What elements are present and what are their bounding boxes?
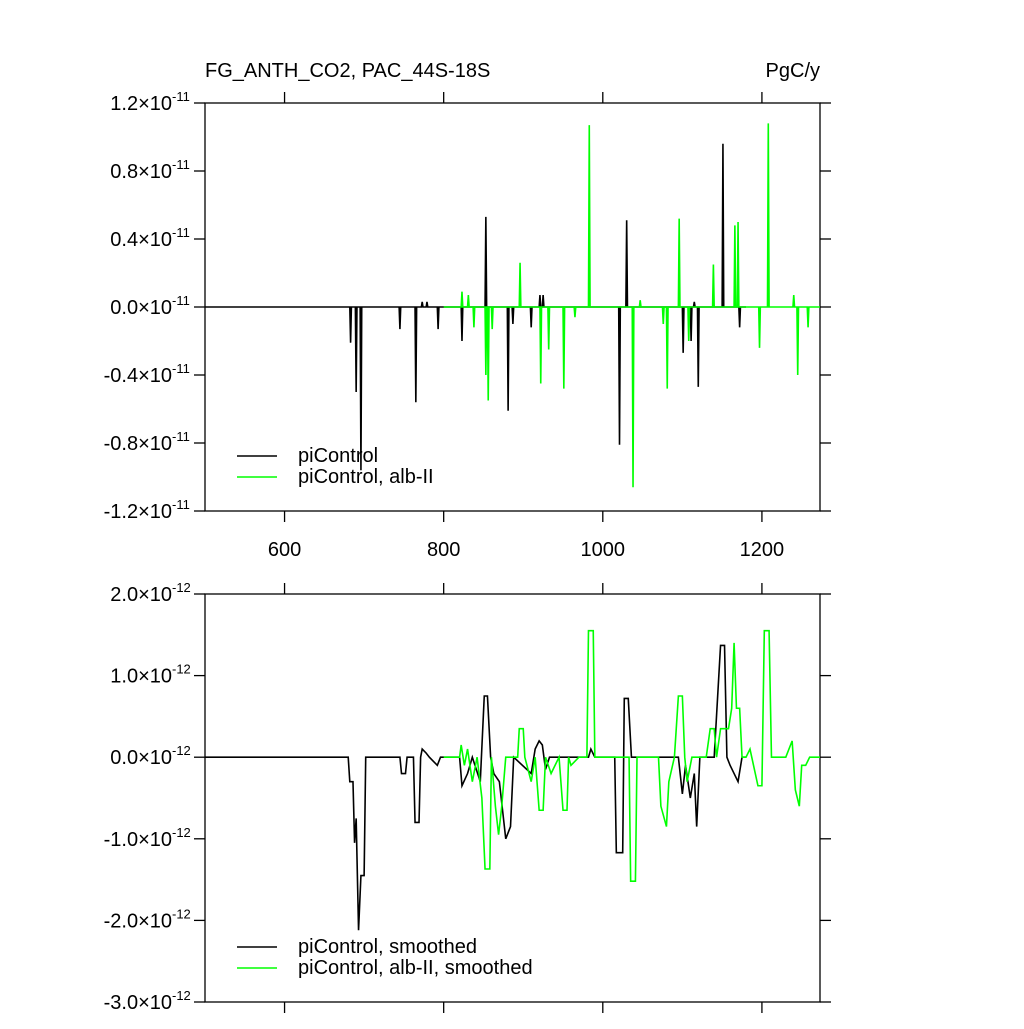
- y-tick-label: -1.2×10: [104, 501, 172, 523]
- y-tick-exponent: -12: [172, 580, 191, 595]
- y-tick-exponent: -12: [172, 743, 191, 758]
- x-tick-label: 600: [268, 539, 301, 561]
- legend-label: piControl: [298, 445, 378, 467]
- y-tick-label: -0.8×10: [104, 433, 172, 455]
- y-tick-label: -0.4×10: [104, 365, 172, 387]
- plot-frame: [204, 593, 821, 1003]
- y-tick-label: 0.8×10: [110, 161, 172, 183]
- legend-label: piControl, alb-II, smoothed: [298, 957, 533, 979]
- y-tick-exponent: -11: [172, 225, 190, 240]
- y-tick-label: 0.0×10: [110, 297, 172, 319]
- x-tick-label: 1000: [581, 539, 626, 561]
- y-tick-label: -3.0×10: [104, 992, 172, 1014]
- y-tick-label: -1.0×10: [104, 829, 172, 851]
- y-tick-exponent: -11: [172, 89, 190, 104]
- y-tick-exponent: -12: [172, 906, 191, 921]
- y-tick-label: 0.0×10: [110, 747, 172, 769]
- legend-label: piControl, alb-II: [298, 466, 434, 488]
- y-tick-exponent: -11: [172, 361, 190, 376]
- units-label: PgC/y: [766, 60, 820, 82]
- chart-title: FG_ANTH_CO2, PAC_44S-18S: [205, 60, 490, 82]
- series-line: [443, 629, 820, 883]
- series-line: [443, 123, 820, 488]
- y-tick-label: 1.2×10: [110, 93, 172, 115]
- y-tick-exponent: -11: [172, 157, 190, 172]
- y-tick-exponent: -12: [172, 988, 191, 1003]
- y-tick-label: 0.4×10: [110, 229, 172, 251]
- x-tick-label: 800: [427, 539, 460, 561]
- y-tick-label: -2.0×10: [104, 910, 172, 932]
- y-tick-label: 1.0×10: [110, 666, 172, 688]
- x-tick-label: 1200: [740, 539, 785, 561]
- y-tick-label: 2.0×10: [110, 584, 172, 606]
- y-tick-exponent: -11: [172, 429, 190, 444]
- y-tick-exponent: -11: [172, 497, 190, 512]
- y-tick-exponent: -12: [172, 662, 191, 677]
- legend-label: piControl, smoothed: [298, 936, 477, 958]
- series-line: [205, 644, 747, 931]
- y-tick-exponent: -12: [172, 825, 191, 840]
- y-tick-exponent: -11: [172, 293, 190, 308]
- series-line: [205, 143, 747, 471]
